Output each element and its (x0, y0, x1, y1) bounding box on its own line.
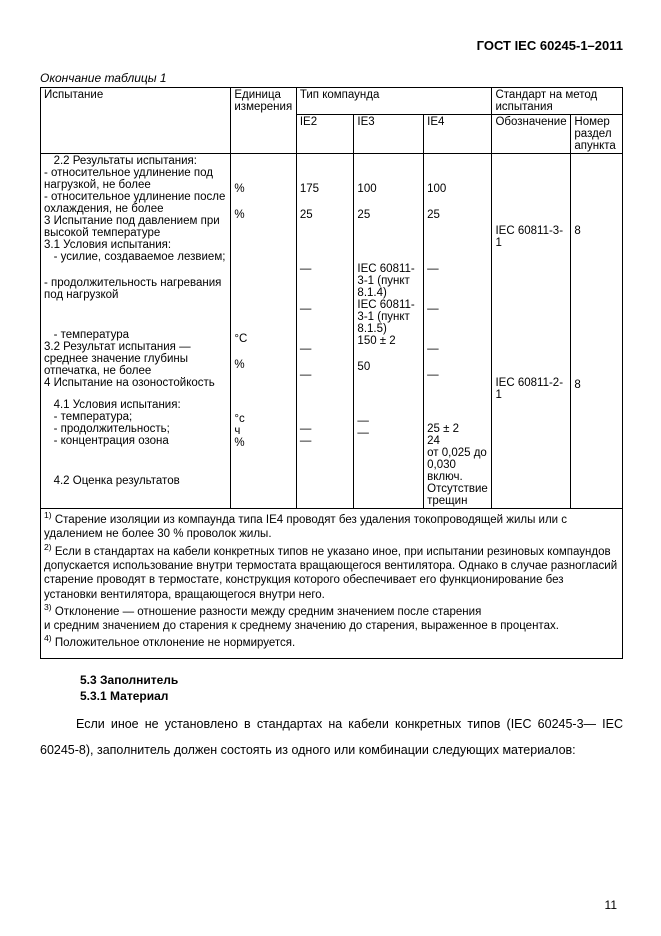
u-41b: ч (234, 425, 292, 437)
ie3-31b: IEC 60811-3-1 (пункт 8.1.5) (357, 299, 420, 335)
u-31c: °С (234, 333, 292, 345)
th-ie3: IE3 (354, 115, 424, 154)
footnotes-row: 1) Старение изоляции из компаунда типа I… (41, 509, 623, 659)
fn3b: и средним значением до старения к средне… (44, 619, 619, 633)
c-22b: - относительное удлинение после охлажден… (44, 191, 227, 215)
ie4-31b: — (427, 303, 488, 315)
th-design: Обозначение (492, 115, 571, 154)
page-number: 11 (605, 898, 617, 912)
th-ie4: IE4 (424, 115, 492, 154)
ie3-32: 50 (357, 361, 420, 373)
ie3-41b: — (357, 427, 420, 439)
c-41: 4.1 Условия испытания: (44, 399, 227, 411)
th-test: Испытание (41, 88, 231, 154)
fn4: Положительное отклонение не нормируется. (55, 637, 295, 649)
std-4: IEC 60811-2-1 (495, 377, 567, 401)
ie3-22a: 100 (357, 183, 420, 195)
ie4-22b: 25 (427, 209, 488, 221)
table-1-cont: Испытание Единица измерения Тип компаунд… (40, 87, 623, 659)
th-standard: Стандарт на метод испытания (492, 88, 623, 115)
ie4-31c: — (427, 343, 488, 355)
ie2-22a: 175 (300, 183, 351, 195)
c-22: 2.2 Результаты испытания: (44, 155, 227, 167)
ie2-41b: — (300, 435, 351, 447)
ie2-31c: — (300, 343, 351, 355)
ie3-31a: IEC 60811-3-1 (пункт 8.1.4) (357, 263, 420, 299)
th-compound: Тип компаунда (296, 88, 492, 115)
c-31c: - температура (44, 329, 227, 341)
c-41c: - концентрация озона (44, 435, 227, 447)
c-4: 4 Испытание на озоностойкость (44, 377, 227, 389)
c-31a: - усилие, создаваемое лезвием; (44, 251, 227, 263)
fn2a: Если в стандартах на кабели конкретных т… (55, 545, 611, 557)
c-31: 3.1 Условия испытания: (44, 239, 227, 251)
doc-header: ГОСТ IEC 60245-1–2011 (40, 38, 623, 53)
ie4-31a: — (427, 263, 488, 275)
c-31b: - продолжительность нагревания под нагру… (44, 277, 227, 301)
ie4-42: Отсутствие трещин (427, 483, 488, 507)
ie3-22b: 25 (357, 209, 420, 221)
ie3-41a: — (357, 415, 420, 427)
th-ie2: IE2 (296, 115, 354, 154)
th-clause: Номер раздел апункта (571, 115, 623, 154)
ie2-41a: — (300, 423, 351, 435)
fn1: Старение изоляции из компаунда типа IE4 … (44, 514, 567, 540)
num-4: 8 (574, 379, 619, 391)
ie3-31c: 150 ± 2 (357, 335, 420, 347)
ie4-22a: 100 (427, 183, 488, 195)
sec-5-3-1: 5.3.1 Материал (80, 689, 623, 703)
ie4-32: — (427, 369, 488, 381)
body-paragraph: Если иное не установлено в стандартах на… (40, 711, 623, 764)
u-41a: °с (234, 413, 292, 425)
c-41b: - продолжительность; (44, 423, 227, 435)
c-32: 3.2 Результат испытания — среднее значен… (44, 341, 227, 377)
u-41c: % (234, 437, 292, 449)
num-3: 8 (574, 225, 619, 237)
ie2-22b: 25 (300, 209, 351, 221)
table-body-row: 2.2 Результаты испытания: - относительно… (41, 154, 623, 509)
c-41a: - температура; (44, 411, 227, 423)
fn3a: Отклонение — отношение разности между ср… (55, 606, 481, 618)
ie2-31b: — (300, 303, 351, 315)
c-42: 4.2 Оценка результатов (44, 475, 227, 487)
u-32: % (234, 359, 292, 371)
std-3: IEC 60811-3-1 (495, 225, 567, 249)
table-caption: Окончание таблицы 1 (40, 71, 623, 85)
sec-5-3: 5.3 Заполнитель (80, 673, 623, 687)
ie2-32: — (300, 369, 351, 381)
ie4-41c: от 0,025 до 0,030 включ. (427, 447, 488, 483)
u-22b: % (234, 209, 292, 221)
c-3: 3 Испытание под давлением при высокой те… (44, 215, 227, 239)
ie4-41b: 24 (427, 435, 488, 447)
ie4-41a: 25 ± 2 (427, 423, 488, 435)
ie2-31a: — (300, 263, 351, 275)
c-22a: - относительное удлинение под нагрузкой,… (44, 167, 227, 191)
u-22a: % (234, 183, 292, 195)
fn2b: допускается использование внутри термост… (44, 559, 619, 602)
th-unit: Единица измерения (231, 88, 296, 154)
